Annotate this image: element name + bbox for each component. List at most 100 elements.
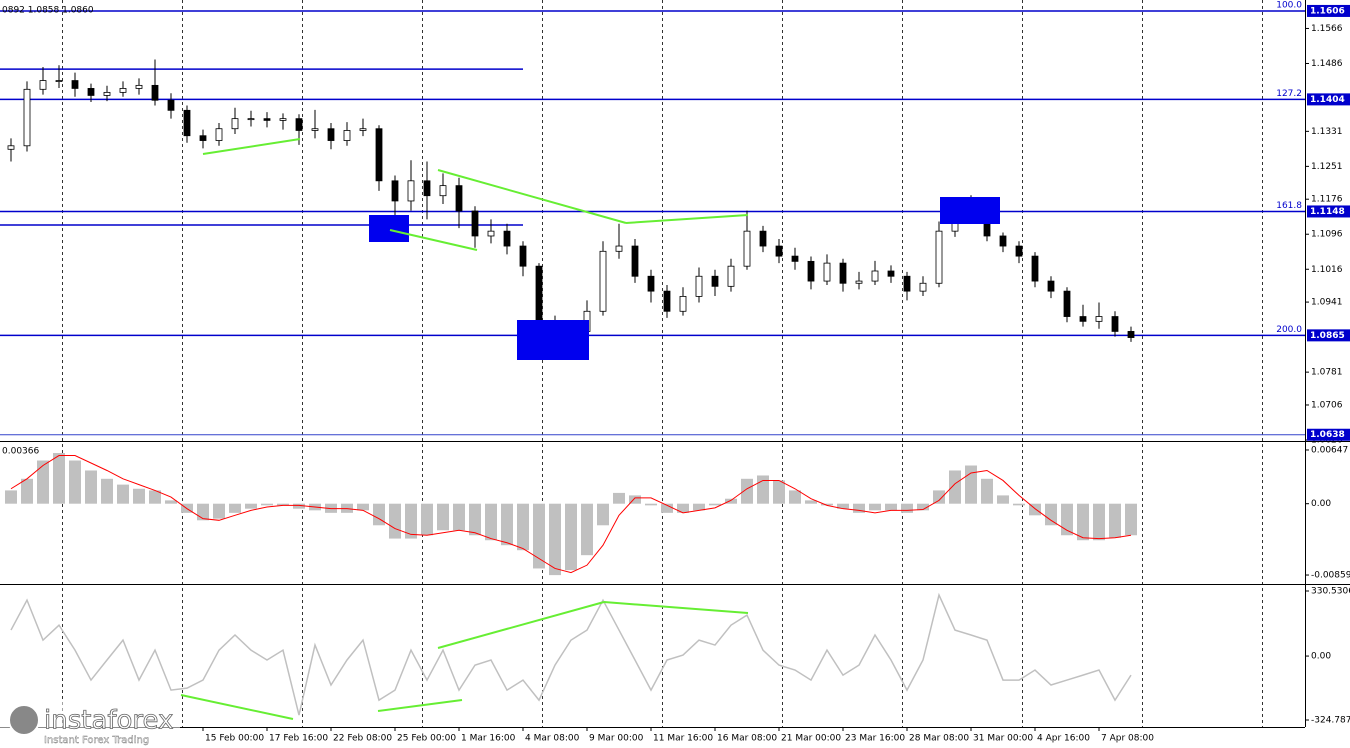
candle-body	[1063, 290, 1071, 317]
macd-bar	[565, 503, 577, 571]
candle-body	[407, 180, 415, 202]
trend-line	[437, 169, 627, 224]
macd-bar	[229, 503, 241, 513]
candle-body	[167, 99, 175, 111]
macd-bar	[5, 490, 17, 504]
macd-bar	[469, 503, 481, 536]
price-box-label: 1.0638	[1310, 430, 1345, 440]
candle-body	[535, 265, 543, 322]
candle-body	[311, 128, 319, 131]
macd-bar	[421, 503, 433, 536]
y-tick-label: 1.1566	[1311, 24, 1343, 34]
candle-body	[327, 128, 335, 141]
candle-body	[727, 265, 735, 287]
macd-bar	[677, 503, 689, 513]
x-tick-label: 1 Mar 16:00	[461, 734, 516, 744]
x-tick-label: 28 Mar 08:00	[909, 734, 969, 744]
macd-bar	[453, 503, 465, 531]
candle-body	[839, 262, 847, 284]
price-box-label: 1.1606	[1310, 6, 1345, 16]
candle-body	[1127, 331, 1135, 338]
zone-box	[369, 215, 409, 242]
candle-body	[519, 245, 527, 267]
y-tick-label: 0.00647	[1311, 445, 1348, 455]
price-box-label: 1.0865	[1310, 331, 1345, 341]
macd-bar	[165, 500, 177, 504]
y-tick-label: 1.0706	[1311, 400, 1343, 410]
macd-bar	[773, 480, 785, 504]
x-tick-label: 4 Apr 16:00	[1037, 734, 1090, 744]
candle-body	[999, 235, 1007, 247]
axes-layer: 1.1566 1.1486 1.1331 1.1251 1.1176 1.1096 1.10…	[202, 4, 1350, 744]
trend-line	[625, 214, 749, 224]
macd-bar	[53, 453, 65, 504]
y-tick-label: 1.1016	[1311, 265, 1343, 275]
candle-body	[471, 210, 479, 237]
candle-body	[647, 275, 655, 292]
macd-bar	[117, 484, 129, 504]
candle-body	[775, 245, 783, 257]
macd-bar	[597, 503, 609, 526]
candle-body	[855, 280, 863, 284]
macd-bar	[1125, 503, 1137, 536]
x-tick-label: 4 Mar 08:00	[525, 734, 580, 744]
signal-line	[10, 455, 1132, 574]
macd-bar	[741, 478, 753, 504]
candle-body	[871, 270, 879, 282]
x-tick-label: 31 Mar 00:00	[973, 734, 1033, 744]
macd-bar	[981, 478, 993, 504]
candle-body	[71, 80, 79, 89]
trend-line	[377, 699, 463, 712]
macd-bar	[709, 503, 721, 506]
candle-body	[823, 262, 831, 282]
macd-bar	[437, 503, 449, 531]
y-tick-label: -324.787	[1311, 715, 1350, 725]
candle-body	[423, 180, 431, 197]
price-box	[1307, 428, 1350, 441]
x-tick-label: 22 Feb 08:00	[333, 734, 392, 744]
candle-body	[39, 80, 47, 90]
x-tick-label: 23 Mar 16:00	[845, 734, 905, 744]
y-tick-label: -0.00859	[1311, 571, 1350, 581]
candle-body	[119, 88, 127, 93]
macd-bar	[85, 470, 97, 504]
price-box	[1307, 205, 1350, 218]
macd-bar	[501, 503, 513, 546]
x-tick-label: 21 Mar 00:00	[781, 734, 841, 744]
zone-box	[517, 320, 589, 360]
candle-body	[343, 130, 351, 141]
y-tick-label: 1.0781	[1311, 368, 1343, 378]
y-tick-label: 1.0941	[1311, 298, 1343, 308]
candle-body	[1111, 316, 1119, 332]
candle-body	[663, 290, 671, 312]
candle-body	[679, 295, 687, 312]
x-tick-label: 16 Mar 08:00	[717, 734, 777, 744]
macd-bar	[37, 460, 49, 504]
macd-bar	[645, 503, 657, 506]
macd-bar	[357, 503, 369, 511]
candle-body	[919, 282, 927, 292]
fib-level-label: 200.0	[1276, 325, 1302, 335]
price-box	[1307, 93, 1350, 106]
cci-line	[10, 592, 1132, 716]
y-tick-label: 1.1486	[1311, 59, 1343, 69]
candle-body	[391, 180, 399, 202]
brand-tagline: Instant Forex Trading	[44, 735, 149, 746]
candle-body	[439, 185, 447, 197]
macd-bar	[821, 503, 833, 506]
x-tick-label: 9 Mar 00:00	[589, 734, 644, 744]
trend-line	[603, 601, 749, 614]
y-tick-label: 330.5306	[1311, 586, 1350, 596]
macd-bar	[1093, 503, 1105, 541]
x-tick-label: 15 Feb 00:00	[205, 734, 264, 744]
candle-body	[759, 230, 767, 247]
macd-bar	[373, 503, 385, 526]
y-tick-label: 1.1176	[1311, 195, 1343, 205]
candle-body	[247, 118, 255, 121]
candle-body	[743, 230, 751, 267]
candle-body	[199, 135, 207, 141]
macd-bar	[837, 503, 849, 509]
y-tick-label: 1.1251	[1311, 162, 1343, 172]
macd-bar	[277, 503, 289, 506]
